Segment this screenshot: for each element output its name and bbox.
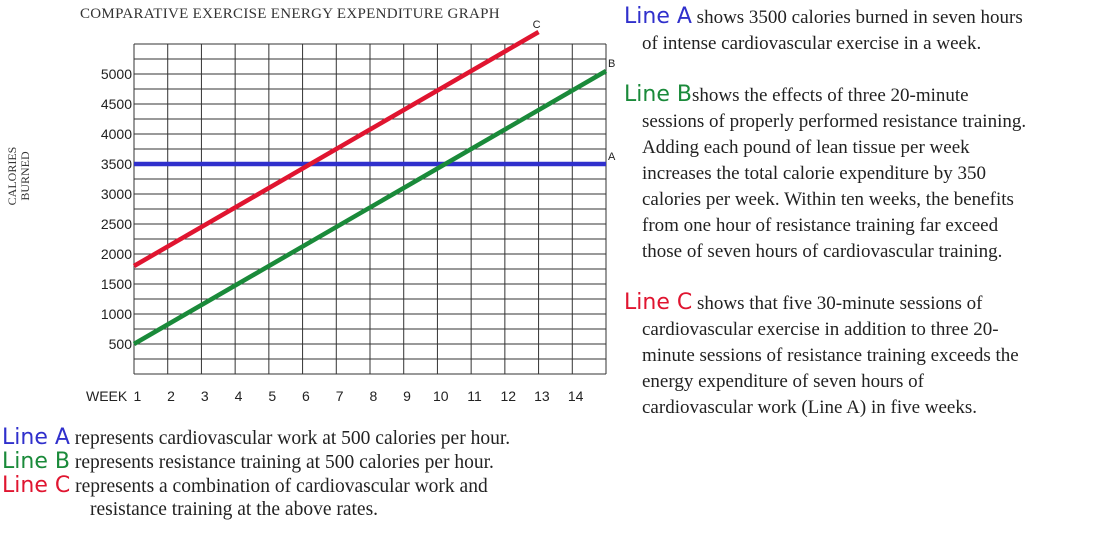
y-tick-label: 4000	[101, 126, 132, 142]
legend-tag-a: Line A	[2, 425, 70, 450]
legend-text-c: represents a combination of cardiovascul…	[75, 476, 488, 497]
series-end-label-a: A	[608, 151, 616, 163]
y-tick-label: 3500	[101, 156, 132, 172]
x-tick-label: 4	[235, 388, 243, 404]
y-tick-label: 1500	[101, 276, 132, 292]
y-tick-label: 2500	[101, 216, 132, 232]
legend-tag-c: Line C	[2, 473, 71, 498]
x-tick-label: 12	[500, 388, 516, 404]
explanation-tag-b: Line B	[624, 82, 692, 107]
y-tick-label: 3000	[101, 186, 132, 202]
series-end-label-c: C	[533, 19, 541, 31]
series-end-label-b: B	[608, 58, 615, 70]
x-tick-label: 1	[133, 388, 141, 404]
explanation-c: Line C shows that five 30-minute session…	[624, 290, 1019, 418]
x-tick-label: 2	[167, 388, 175, 404]
legend-row-c: Line C represents a combination of cardi…	[2, 474, 510, 498]
chart-title: COMPARATIVE EXERCISE ENERGY EXPENDITURE …	[80, 6, 500, 22]
legend-text-c-continued: resistance training at the above rates.	[90, 499, 379, 520]
x-tick-label: 5	[268, 388, 276, 404]
chart-area: 500 1000 1500 2000 2500 3000 3500 4000 4500 5000 W…	[86, 19, 616, 404]
y-tick-label: 1000	[101, 306, 132, 322]
legend-text-a: represents cardiovascular work at 500 ca…	[74, 428, 511, 449]
y-tick-label: 5000	[101, 66, 132, 82]
legend-tag-b: Line B	[2, 449, 70, 474]
x-axis-label: WEEK	[86, 388, 128, 404]
explanation-tag-a: Line A	[624, 4, 692, 29]
explanation-a: Line A shows 3500 calories burned in sev…	[624, 4, 1023, 54]
x-tick-label: 13	[534, 388, 550, 404]
explanation-b: Line Bshows the effects of three 20-minu…	[624, 82, 1027, 262]
series-line-b	[132, 69, 608, 346]
y-tick-label: 500	[109, 336, 133, 352]
explanation-panel: Line A shows 3500 calories burned in sev…	[624, 0, 1112, 533]
explanation-tag-c: Line C	[624, 290, 693, 315]
x-tick-label: 14	[568, 388, 584, 404]
legend-row-a: Line A represents cardiovascular work at…	[2, 426, 510, 450]
series-line-c	[132, 30, 540, 268]
y-tick-label: 4500	[101, 96, 132, 112]
x-tick-label: 8	[369, 388, 377, 404]
x-tick-label: 9	[403, 388, 411, 404]
x-tick-label: 11	[467, 388, 482, 404]
x-tick-label: 10	[433, 388, 449, 404]
legend-text-b: represents resistance training at 500 ca…	[74, 452, 494, 473]
legend-row-b: Line B represents resistance training at…	[2, 450, 510, 474]
y-tick-label: 2000	[101, 246, 132, 262]
x-tick-label: 7	[336, 388, 344, 404]
x-tick-label: 3	[201, 388, 209, 404]
x-tick-label: 6	[302, 388, 310, 404]
bottom-legend: Line A represents cardiovascular work at…	[2, 426, 510, 521]
